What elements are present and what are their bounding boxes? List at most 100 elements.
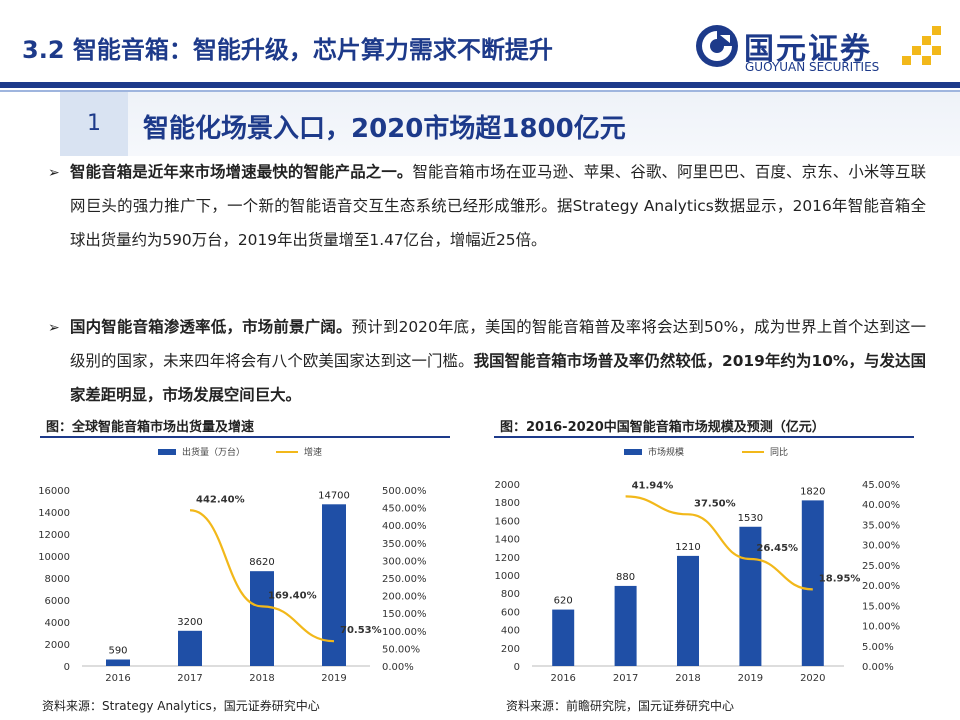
- section-number-box: [60, 92, 128, 156]
- y-right-tick-label: 0.00%: [862, 662, 894, 673]
- legend-bar-swatch: [158, 449, 176, 455]
- header-divider: [0, 82, 960, 88]
- y-left-tick-label: 2000: [45, 640, 70, 651]
- chart-1-title: 图：全球智能音箱市场出货量及增速: [46, 420, 255, 435]
- y-left-tick-label: 600: [501, 607, 520, 618]
- bar-2016: [552, 609, 575, 666]
- x-tick-label: 2019: [321, 673, 346, 684]
- y-right-tick-label: 300.00%: [382, 556, 427, 567]
- growth-value-label: 169.40%: [268, 590, 317, 601]
- chart-1-title-rule: [40, 436, 450, 438]
- bar-2018: [250, 571, 274, 666]
- section-title: 智能化场景入口，2020市场超1800亿元: [143, 114, 626, 144]
- bar-2017: [178, 630, 202, 666]
- page-title: 3.2 智能音箱：智能升级，芯片算力需求不断提升: [22, 36, 553, 64]
- growth-value-label: 442.40%: [196, 494, 245, 505]
- bar-2020: [801, 500, 824, 666]
- y-right-tick-label: 50.00%: [382, 644, 420, 655]
- bar-value-label: 1210: [675, 542, 700, 553]
- growth-line: [189, 509, 335, 643]
- growth-value-label: 18.95%: [819, 573, 861, 584]
- bullet-arrow-icon: ➢: [48, 320, 60, 336]
- logo-company-name-en: GUOYUAN SECURITIES: [745, 60, 880, 74]
- y-right-tick-label: 20.00%: [862, 581, 900, 592]
- legend-line-label: 同比: [770, 446, 788, 458]
- bar-value-label: 14700: [318, 490, 350, 501]
- chart-1-svg: 0 2000 4000 6000 8000 10000 12000 14000 16000 0.0…: [38, 446, 427, 684]
- y-left-tick-label: 10000: [38, 552, 70, 563]
- bullet-1-lead: 智能音箱是近年来市场增速最快的智能产品之一。: [70, 163, 413, 181]
- x-tick-label: 2020: [800, 673, 825, 684]
- y-right-tick-label: 150.00%: [382, 609, 427, 620]
- x-tick-label: 2018: [249, 673, 274, 684]
- x-tick-label: 2017: [177, 673, 202, 684]
- company-logo-icon: [696, 25, 738, 67]
- growth-value-label: 37.50%: [694, 498, 736, 509]
- y-left-tick-label: 1400: [495, 535, 520, 546]
- y-left-tick-label: 2000: [495, 480, 520, 491]
- x-tick-label: 2016: [550, 673, 575, 684]
- chart-2-source: 资料来源：前瞻研究院，国元证券研究中心: [506, 699, 735, 713]
- y-right-tick-label: 25.00%: [862, 561, 900, 572]
- y-left-tick-label: 12000: [38, 530, 70, 541]
- y-right-tick-label: 45.00%: [862, 480, 900, 491]
- y-right-tick-label: 35.00%: [862, 520, 900, 531]
- bar-2019: [322, 504, 346, 666]
- bullet-1-body: 智能音箱市场在亚马逊、苹果、谷歌、阿里巴巴、百度、京东、小米等互联网巨头的强力推…: [70, 163, 926, 249]
- y-right-tick-label: 5.00%: [862, 642, 894, 653]
- y-right-tick-label: 350.00%: [382, 539, 427, 550]
- bar-2018: [677, 555, 699, 666]
- y-right-tick-label: 40.00%: [862, 500, 900, 511]
- y-right-tick-label: 30.00%: [862, 541, 900, 552]
- x-tick-label: 2016: [105, 673, 130, 684]
- legend-line-label: 增速: [304, 446, 322, 458]
- bar-value-label: 8620: [249, 557, 274, 568]
- y-left-tick-label: 1800: [495, 498, 520, 509]
- bar-value-label: 1820: [800, 486, 825, 497]
- bar-value-label: 590: [108, 646, 127, 657]
- y-left-tick-label: 4000: [45, 618, 70, 629]
- y-left-tick-label: 0: [64, 662, 70, 673]
- bullet-paragraph-1: 智能音箱是近年来市场增速最快的智能产品之一。智能音箱市场在亚马逊、苹果、谷歌、阿…: [70, 155, 926, 257]
- growth-value-label: 70.53%: [340, 625, 382, 636]
- y-left-tick-label: 6000: [45, 596, 70, 607]
- y-left-tick-label: 200: [501, 644, 520, 655]
- bullet-2-body: 预计到2020年底，美国的智能音箱普及率将会达到50%，成为世界上首个达到这一级…: [70, 318, 926, 370]
- growth-line: [625, 495, 813, 591]
- bar-value-label: 3200: [177, 617, 202, 628]
- bar-value-label: 1530: [738, 513, 763, 524]
- logo-company-name: 国元证券: [744, 32, 872, 67]
- x-tick-label: 2017: [613, 673, 638, 684]
- x-tick-label: 2018: [675, 673, 700, 684]
- y-left-tick-label: 0: [514, 662, 520, 673]
- growth-value-label: 41.94%: [632, 480, 674, 491]
- bar-value-label: 880: [616, 572, 635, 583]
- y-right-tick-label: 100.00%: [382, 627, 427, 638]
- chart-2-title: 图：2016-2020中国智能音箱市场规模及预测（亿元）: [500, 420, 825, 435]
- y-left-tick-label: 800: [501, 589, 520, 600]
- y-right-tick-label: 10.00%: [862, 622, 900, 633]
- y-left-tick-label: 1600: [495, 516, 520, 527]
- header-divider-light: [0, 90, 960, 92]
- chart-2-title-rule: [494, 436, 914, 438]
- legend-bar-label: 市场规模: [648, 446, 684, 458]
- y-right-tick-label: 250.00%: [382, 574, 427, 585]
- x-tick-label: 2019: [738, 673, 763, 684]
- y-right-tick-label: 200.00%: [382, 592, 427, 603]
- y-right-tick-label: 450.00%: [382, 504, 427, 515]
- legend-bar-swatch: [624, 449, 642, 455]
- bullet-arrow-icon: ➢: [48, 165, 60, 181]
- bar-2016: [106, 659, 130, 666]
- bullet-paragraph-2: 国内智能音箱渗透率低，市场前景广阔。预计到2020年底，美国的智能音箱普及率将会…: [70, 310, 926, 412]
- bullet-2-tail: 我国智能音箱市场普及率仍然较低，2019年约为10%，与发达国家差距明显，市场发…: [70, 352, 926, 404]
- y-left-tick-label: 400: [501, 626, 520, 637]
- y-right-tick-label: 500.00%: [382, 486, 427, 497]
- y-right-tick-label: 15.00%: [862, 601, 900, 612]
- bar-2019: [739, 526, 762, 666]
- growth-value-label: 26.45%: [756, 543, 798, 554]
- bullet-2-lead: 国内智能音箱渗透率低，市场前景广阔。: [70, 318, 352, 336]
- section-title-bar: [128, 92, 960, 156]
- y-right-tick-label: 400.00%: [382, 521, 427, 532]
- bar-value-label: 620: [554, 596, 573, 607]
- y-left-tick-label: 1000: [495, 571, 520, 582]
